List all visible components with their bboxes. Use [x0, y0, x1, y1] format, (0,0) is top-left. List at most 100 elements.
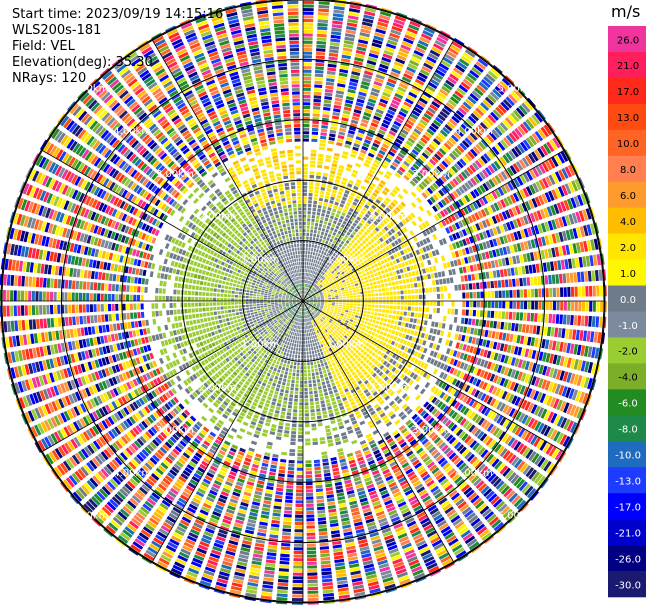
- velocity-gate: [312, 263, 315, 267]
- velocity-gate: [361, 327, 366, 332]
- velocity-gate: [335, 380, 340, 385]
- velocity-gate: [462, 78, 473, 88]
- velocity-gate: [314, 244, 317, 249]
- velocity-gate: [480, 78, 491, 88]
- velocity-gate: [361, 81, 370, 87]
- velocity-gate: [318, 278, 322, 282]
- velocity-gate: [300, 326, 302, 330]
- velocity-gate: [467, 151, 475, 160]
- velocity-gate: [278, 568, 289, 572]
- velocity-gate: [399, 311, 404, 316]
- velocity-gate: [312, 335, 316, 339]
- velocity-gate: [303, 189, 308, 193]
- velocity-gate: [555, 274, 560, 284]
- velocity-gate: [304, 409, 309, 413]
- velocity-gate: [381, 235, 387, 241]
- velocity-gate: [514, 323, 519, 332]
- velocity-gate: [426, 161, 434, 169]
- velocity-gate: [413, 128, 422, 135]
- velocity-gate: [396, 285, 400, 290]
- velocity-gate: [306, 518, 315, 522]
- velocity-gate: [328, 299, 332, 301]
- velocity-gate: [429, 158, 437, 166]
- velocity-gate: [383, 278, 388, 283]
- velocity-gate: [385, 309, 389, 314]
- velocity-gate: [516, 335, 521, 344]
- velocity-gate: [361, 239, 367, 245]
- velocity-gate: [360, 219, 366, 224]
- velocity-gate: [392, 209, 399, 215]
- velocity-gate: [354, 317, 358, 321]
- velocity-gate: [435, 94, 445, 103]
- velocity-gate: [316, 41, 327, 45]
- velocity-gate: [299, 326, 301, 330]
- velocity-gate: [343, 262, 348, 267]
- velocity-gate: [315, 182, 320, 187]
- velocity-gate: [592, 301, 596, 312]
- velocity-gate: [308, 196, 313, 200]
- velocity-gate: [456, 160, 464, 169]
- velocity-gate: [529, 324, 534, 334]
- velocity-gate: [290, 434, 296, 438]
- velocity-gate: [290, 383, 295, 387]
- velocity-gate: [502, 154, 511, 164]
- velocity-gate: [413, 81, 423, 89]
- velocity-gate: [473, 328, 478, 336]
- velocity-gate: [349, 207, 354, 213]
- velocity-gate: [441, 270, 446, 277]
- velocity-gate: [317, 337, 321, 341]
- velocity-gate: [375, 301, 379, 304]
- velocity-gate: [407, 289, 411, 294]
- velocity-gate: [300, 329, 302, 333]
- velocity-gate: [318, 283, 322, 287]
- velocity-gate: [349, 305, 353, 309]
- velocity-gate: [382, 305, 386, 309]
- velocity-gate: [322, 414, 328, 419]
- velocity-gate: [314, 474, 322, 478]
- velocity-gate: [418, 72, 428, 80]
- velocity-gate: [463, 326, 468, 333]
- velocity-gate: [337, 399, 342, 404]
- velocity-gate: [426, 187, 434, 195]
- velocity-gate: [456, 87, 466, 96]
- velocity-gate: [412, 277, 417, 282]
- velocity-gate: [307, 276, 310, 280]
- velocity-gate: [334, 179, 341, 184]
- velocity-gate: [427, 259, 432, 266]
- velocity-gate: [274, 498, 283, 503]
- velocity-gate: [500, 139, 509, 149]
- velocity-gate: [309, 391, 313, 395]
- velocity-gate: [352, 287, 356, 290]
- velocity-gate: [390, 276, 395, 281]
- velocity-gate: [374, 263, 379, 268]
- velocity-gate: [339, 124, 347, 129]
- velocity-gate: [333, 274, 338, 278]
- velocity-gate: [322, 224, 327, 229]
- velocity-gate: [298, 344, 301, 348]
- velocity-gate: [297, 445, 303, 449]
- velocity-gate: [325, 280, 329, 284]
- velocity-gate: [456, 145, 465, 153]
- velocity-gate: [304, 269, 306, 273]
- velocity-gate: [367, 252, 372, 257]
- velocity-gate: [265, 559, 276, 564]
- velocity-gate: [352, 169, 359, 175]
- velocity-gate: [313, 230, 317, 234]
- velocity-gate: [334, 293, 339, 296]
- velocity-gate: [366, 286, 371, 290]
- velocity-gate: [517, 143, 526, 154]
- velocity-gate: [540, 126, 550, 138]
- velocity-gate: [531, 133, 541, 144]
- velocity-gate: [533, 112, 544, 123]
- velocity-gate: [315, 484, 323, 489]
- velocity-gate: [378, 215, 384, 221]
- velocity-gate: [344, 205, 349, 210]
- velocity-gate: [315, 280, 319, 284]
- velocity-gate: [461, 284, 466, 291]
- velocity-gate: [350, 74, 360, 80]
- velocity-gate: [362, 284, 366, 288]
- velocity-gate: [368, 278, 373, 283]
- velocity-gate: [261, 591, 273, 596]
- velocity-gate: [323, 278, 327, 282]
- velocity-gate: [303, 76, 312, 81]
